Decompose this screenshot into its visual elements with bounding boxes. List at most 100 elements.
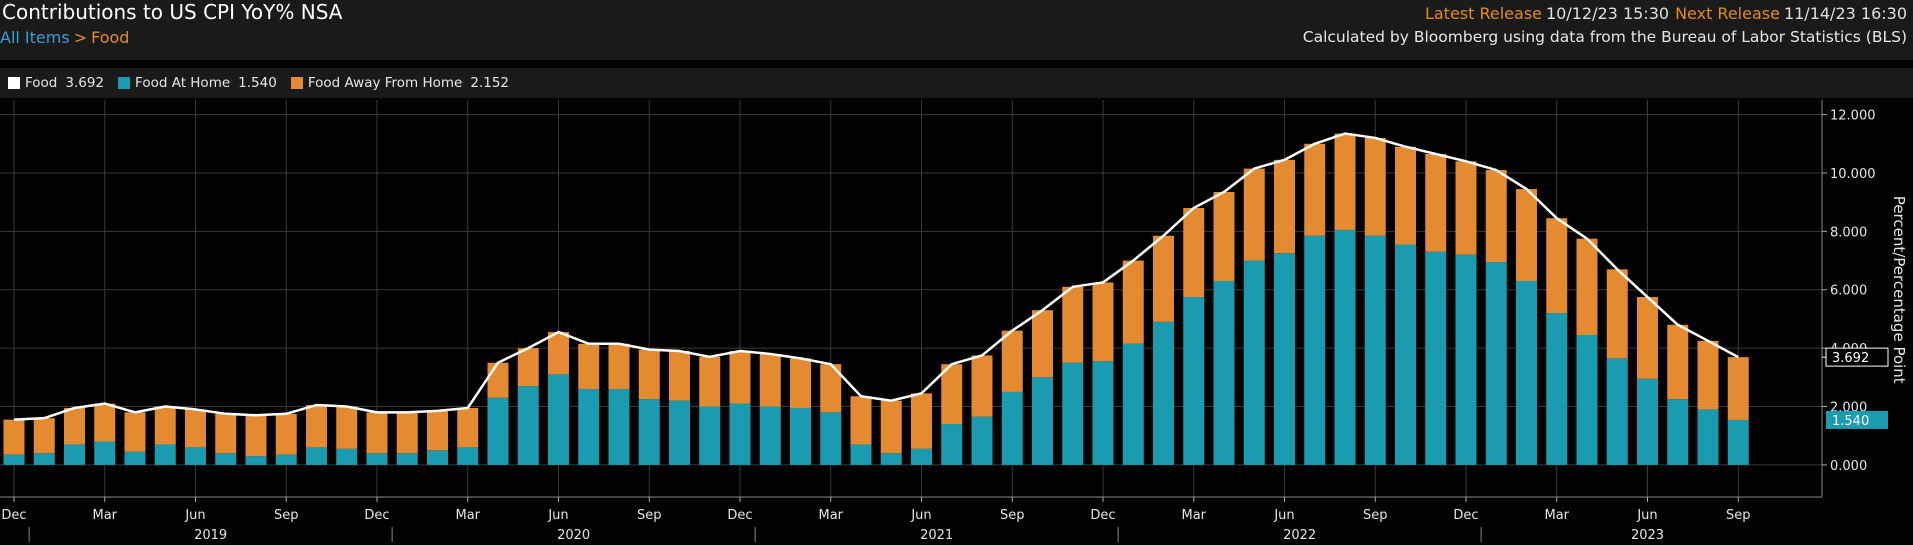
x-tick-label: Sep — [1363, 508, 1388, 523]
bar-food-away-from-home — [1485, 170, 1507, 263]
bar-food-away-from-home — [820, 364, 842, 413]
x-tick-label: Jun — [910, 508, 931, 523]
bar-food-at-home — [1516, 280, 1537, 465]
bar-food-away-from-home — [457, 407, 479, 448]
legend-value-food-at-home: 1.540 — [238, 75, 277, 91]
bar-food-at-home — [336, 448, 358, 465]
bar-food-at-home — [215, 453, 237, 465]
bar-food-away-from-home — [1032, 310, 1053, 378]
x-tick-label: Mar — [1544, 508, 1569, 523]
breadcrumb-food[interactable]: Food — [91, 28, 130, 47]
breadcrumb-all-items[interactable]: All Items — [0, 28, 70, 47]
bar-food-at-home — [64, 444, 85, 465]
bar-food-away-from-home — [1546, 218, 1568, 314]
bar-food-at-home — [306, 447, 327, 465]
bar-food-away-from-home — [1606, 269, 1628, 359]
x-tick-label: Dec — [727, 508, 752, 523]
bar-food-at-home — [578, 388, 600, 465]
bar-food-at-home — [608, 388, 630, 465]
x-year-label: 2020 — [557, 528, 590, 543]
bar-food-away-from-home — [548, 332, 569, 375]
legend-item-food-away[interactable]: Food Away From Home 2.152 — [290, 75, 509, 91]
bar-food-at-home — [1183, 297, 1205, 465]
x-tick-label: Mar — [455, 508, 480, 523]
bar-food-at-home — [94, 441, 116, 465]
y-axis-label: Percent/Percentage Point — [1890, 196, 1908, 384]
legend-value-food: 3.692 — [65, 75, 105, 91]
x-tick-label: Jun — [184, 508, 205, 523]
bar-food-away-from-home — [1697, 340, 1719, 410]
y-tick-label: 6.000 — [1830, 284, 1867, 299]
bar-food-at-home — [699, 406, 721, 465]
x-tick-label: Jun — [1273, 508, 1294, 523]
bar-food-away-from-home — [1576, 238, 1598, 335]
bar-food-away-from-home — [790, 358, 811, 408]
bar-food-at-home — [275, 454, 297, 465]
bar-food-at-home — [185, 447, 206, 465]
bar-food-away-from-home — [215, 413, 237, 454]
bar-food-away-from-home — [245, 415, 267, 457]
bar-food-away-from-home — [759, 353, 781, 407]
bar-food-at-home — [517, 386, 539, 465]
y-tick-label: 12.000 — [1830, 109, 1876, 124]
bar-food-away-from-home — [638, 349, 660, 400]
bar-food-at-home — [245, 456, 267, 465]
bar-food-away-from-home — [699, 356, 721, 407]
bar-food-at-home — [487, 397, 509, 465]
food-last-value: 3.692 — [1832, 351, 1869, 366]
bar-food-away-from-home — [911, 393, 932, 449]
bar-food-away-from-home — [880, 400, 902, 454]
bar-food-away-from-home — [1001, 330, 1023, 392]
bar-food-at-home — [729, 403, 751, 465]
bar-food-away-from-home — [1395, 146, 1416, 245]
bar-food-at-home — [971, 416, 993, 465]
legend-item-food[interactable]: Food 3.692 — [8, 75, 104, 91]
bar-food-away-from-home — [1243, 168, 1265, 261]
x-tick-label: Sep — [637, 508, 662, 523]
bar-food-away-from-home — [487, 362, 509, 398]
x-tick-label: Dec — [1, 508, 26, 523]
bar-food-at-home — [3, 454, 25, 465]
bar-food-away-from-home — [1455, 161, 1477, 255]
bar-food-at-home — [820, 412, 842, 465]
x-tick-label: Dec — [1453, 508, 1478, 523]
legend-label-food-away: Food Away From Home — [307, 75, 463, 91]
breadcrumb: All Items > Food — [0, 28, 129, 47]
legend-swatch-food — [8, 77, 20, 89]
bar-food-at-home — [427, 450, 448, 465]
release-info: Latest Release 10/12/23 15:30 Next Release… — [1425, 4, 1907, 23]
x-tick-label: Mar — [92, 508, 117, 523]
x-tick-label: Dec — [364, 508, 389, 523]
bar-food-at-home — [124, 451, 146, 465]
latest-release-value: 10/12/23 15:30 — [1546, 4, 1670, 23]
bar-food-away-from-home — [1274, 159, 1295, 254]
header-bar: Contributions to US CPI YoY% NSA All Ite… — [0, 0, 1913, 60]
bar-food-away-from-home — [94, 403, 116, 442]
bar-food-at-home — [1092, 361, 1114, 465]
bar-food-at-home — [1274, 253, 1295, 465]
x-tick-label: Mar — [1181, 508, 1206, 523]
bar-food-away-from-home — [850, 396, 872, 445]
line-food — [13, 132, 1739, 421]
bar-food-at-home — [1637, 378, 1658, 465]
y-tick-label: 8.000 — [1830, 225, 1867, 240]
bar-food-away-from-home — [1637, 297, 1658, 379]
bar-food-away-from-home — [3, 419, 25, 455]
food-at-home-last-value-tag — [1826, 410, 1888, 429]
bar-food-away-from-home — [608, 343, 630, 389]
legend-bar: Food 3.692 Food At Home 1.540 Food Away … — [0, 68, 1913, 98]
x-tick-label: Jun — [1636, 508, 1657, 523]
bar-food-at-home — [1304, 235, 1326, 465]
bar-food-away-from-home — [971, 355, 993, 417]
bar-food-away-from-home — [729, 351, 751, 404]
x-tick-label: Dec — [1090, 508, 1115, 523]
bar-food-away-from-home — [396, 412, 418, 454]
bar-food-at-home — [1364, 235, 1386, 465]
bar-food-away-from-home — [33, 418, 55, 454]
legend-item-food-at-home[interactable]: Food At Home 1.540 — [118, 75, 277, 91]
x-year-label: 2022 — [1283, 528, 1316, 543]
latest-release-label: Latest Release — [1424, 4, 1542, 23]
x-tick-label: Jun — [547, 508, 568, 523]
source-note: Calculated by Bloomberg using data from … — [1302, 28, 1907, 46]
bar-food-away-from-home — [64, 407, 85, 445]
